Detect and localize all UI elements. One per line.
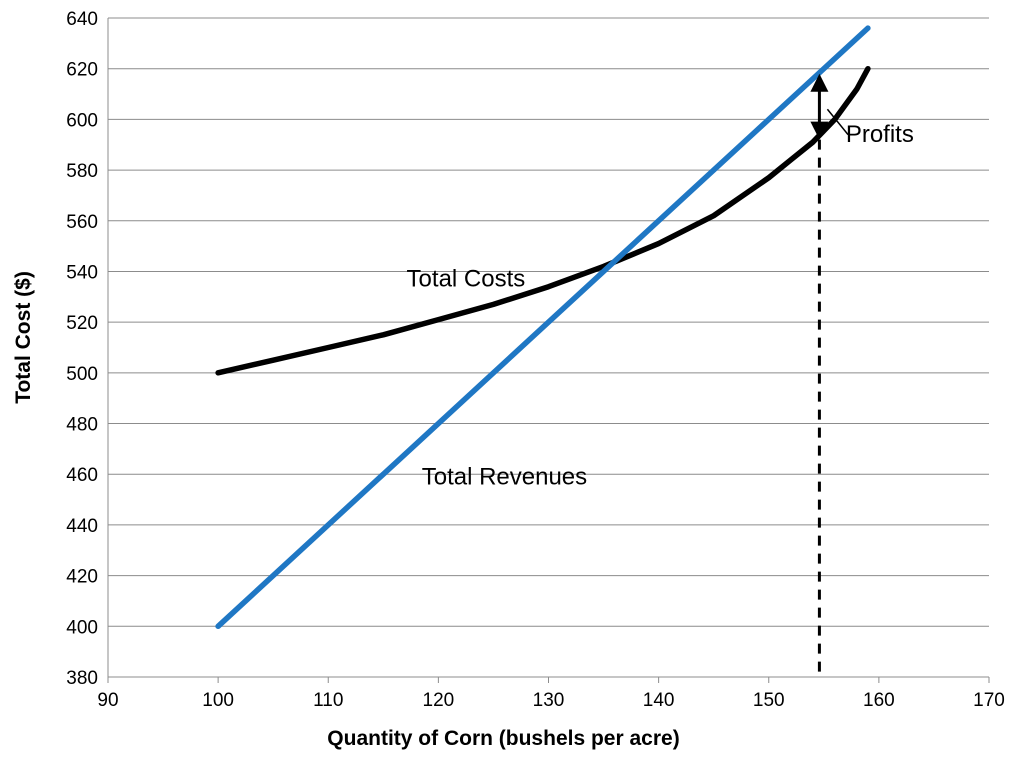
y-tick-label: 560 <box>66 212 98 233</box>
y-tick-label: 440 <box>66 516 98 537</box>
x-tick-label: 100 <box>202 690 234 711</box>
profit-arrow-head-down <box>810 121 829 140</box>
x-axis-title: Quantity of Corn (bushels per acre) <box>327 727 679 750</box>
x-tick-label: 120 <box>423 690 455 711</box>
x-tick-label: 110 <box>313 690 343 711</box>
series-lines <box>215 25 871 630</box>
y-tick-label: 540 <box>66 262 98 283</box>
y-tick-label: 600 <box>66 110 98 131</box>
x-tick-label: 130 <box>533 690 565 711</box>
y-tick-label: 520 <box>66 313 98 334</box>
y-axis-title: Total Cost ($) <box>12 271 35 404</box>
total-revenues-line <box>215 25 871 630</box>
y-tick-label: 420 <box>66 567 98 588</box>
y-tick-label: 640 <box>66 9 98 30</box>
x-tick-label: 150 <box>753 690 785 711</box>
annotation-label: Profits <box>846 121 914 148</box>
y-tick-label: 400 <box>66 617 98 638</box>
x-tick-label: 90 <box>97 690 118 711</box>
y-tick-label: 500 <box>66 364 98 385</box>
annotation-label: Total Costs <box>407 266 526 293</box>
y-tick-label: 380 <box>66 668 98 689</box>
grid-lines <box>108 17 989 678</box>
y-tick-label: 620 <box>66 60 98 81</box>
x-tick-label: 170 <box>973 690 1005 711</box>
x-tick-labels: 90 100 110 120 130 140 150 160 170 <box>97 690 1004 711</box>
x-tick-label: 140 <box>643 690 675 711</box>
y-tick-label: 580 <box>66 161 98 182</box>
y-tick-labels: 380 400 420 440 460 480 500 520 540 560 580 600 620 6… <box>66 9 98 689</box>
annotations: Total Costs Total Revenues Profits <box>407 121 914 490</box>
profit-marker <box>810 73 849 677</box>
y-tick-label: 480 <box>66 415 98 436</box>
y-tick-label: 460 <box>66 465 98 486</box>
profit-leader-line <box>826 108 849 136</box>
x-tick-label: 160 <box>863 690 895 711</box>
axes <box>107 18 990 683</box>
profit-arrow-head-up <box>810 73 829 92</box>
annotation-label: Total Revenues <box>422 463 587 490</box>
